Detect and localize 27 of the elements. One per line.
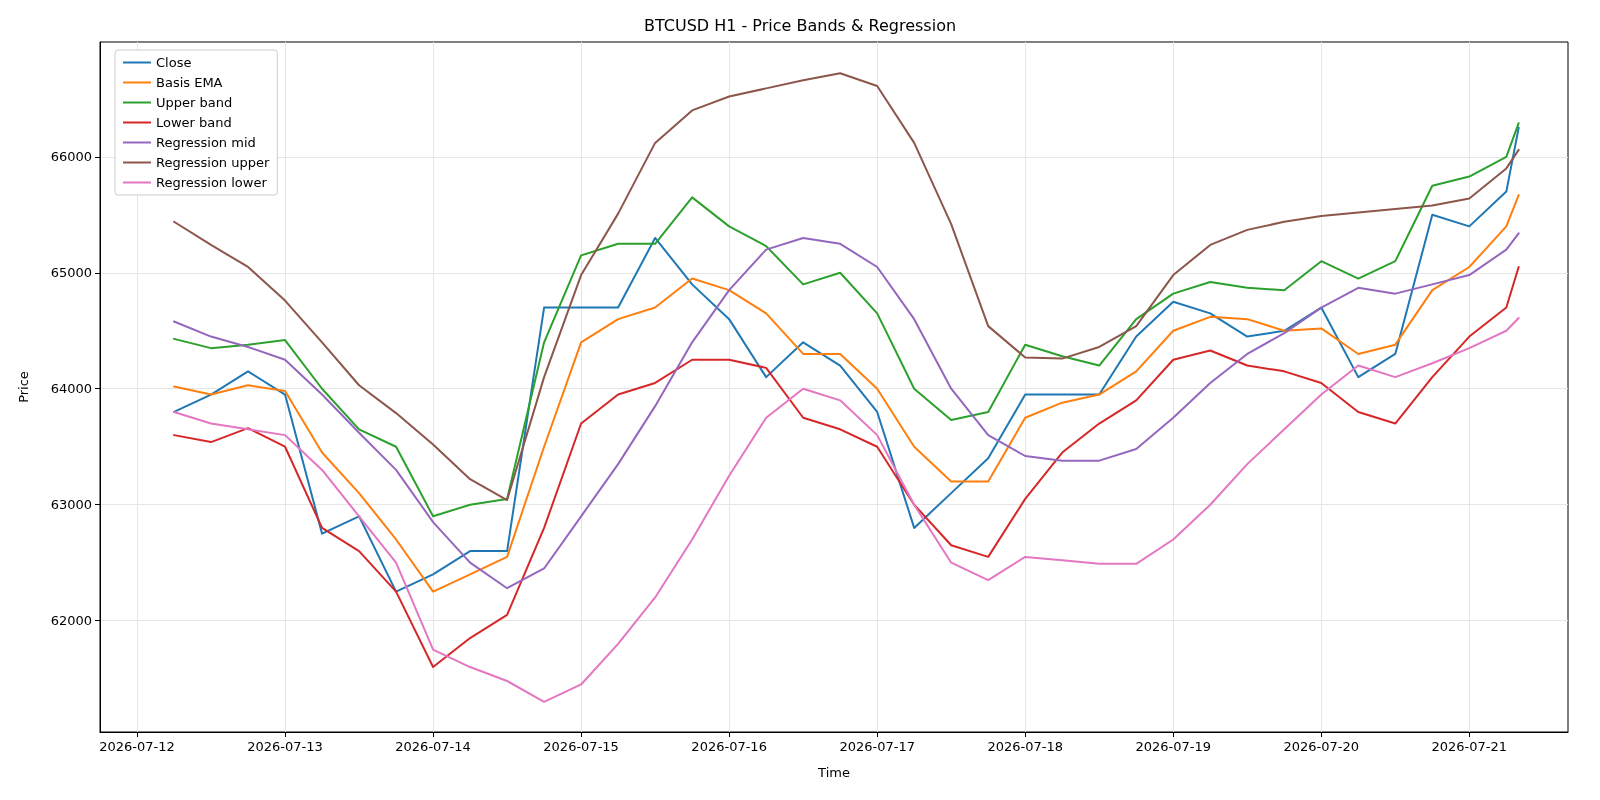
chart-title: BTCUSD H1 - Price Bands & Regression <box>643 15 957 35</box>
x-tick-label: 2026-07-13 <box>247 739 323 754</box>
legend-label: Upper band <box>156 95 233 110</box>
x-tick-label: 2026-07-21 <box>1431 739 1508 754</box>
y-tick-label: 62000 <box>50 613 92 629</box>
x-tick-label: 2026-07-15 <box>543 739 619 754</box>
y-tick-label: 64000 <box>50 381 92 397</box>
x-tick-label: 2026-07-20 <box>1283 739 1360 754</box>
legend-label: Basis EMA <box>156 75 223 90</box>
legend-label: Regression lower <box>156 175 268 190</box>
y-tick-label: 65000 <box>50 265 92 281</box>
line-series <box>173 317 1520 703</box>
x-tick-label: 2026-07-19 <box>1135 739 1212 754</box>
x-tick-label: 2026-07-17 <box>839 739 915 754</box>
line-series <box>173 265 1520 669</box>
legend-label: Lower band <box>156 115 232 130</box>
x-tick-label: 2026-07-14 <box>395 739 471 754</box>
x-tick-label: 2026-07-18 <box>987 739 1063 754</box>
x-axis-title: Time <box>817 765 850 780</box>
y-axis-title: Price <box>16 371 31 403</box>
legend-label: Close <box>156 55 192 70</box>
y-tick-label: 66000 <box>50 149 92 165</box>
x-tick-label: 2026-07-12 <box>99 739 175 754</box>
x-tick-label: 2026-07-16 <box>691 739 767 754</box>
legend-label: Regression upper <box>156 155 270 170</box>
legend-label: Regression mid <box>156 135 256 150</box>
y-tick-label: 63000 <box>50 497 92 513</box>
